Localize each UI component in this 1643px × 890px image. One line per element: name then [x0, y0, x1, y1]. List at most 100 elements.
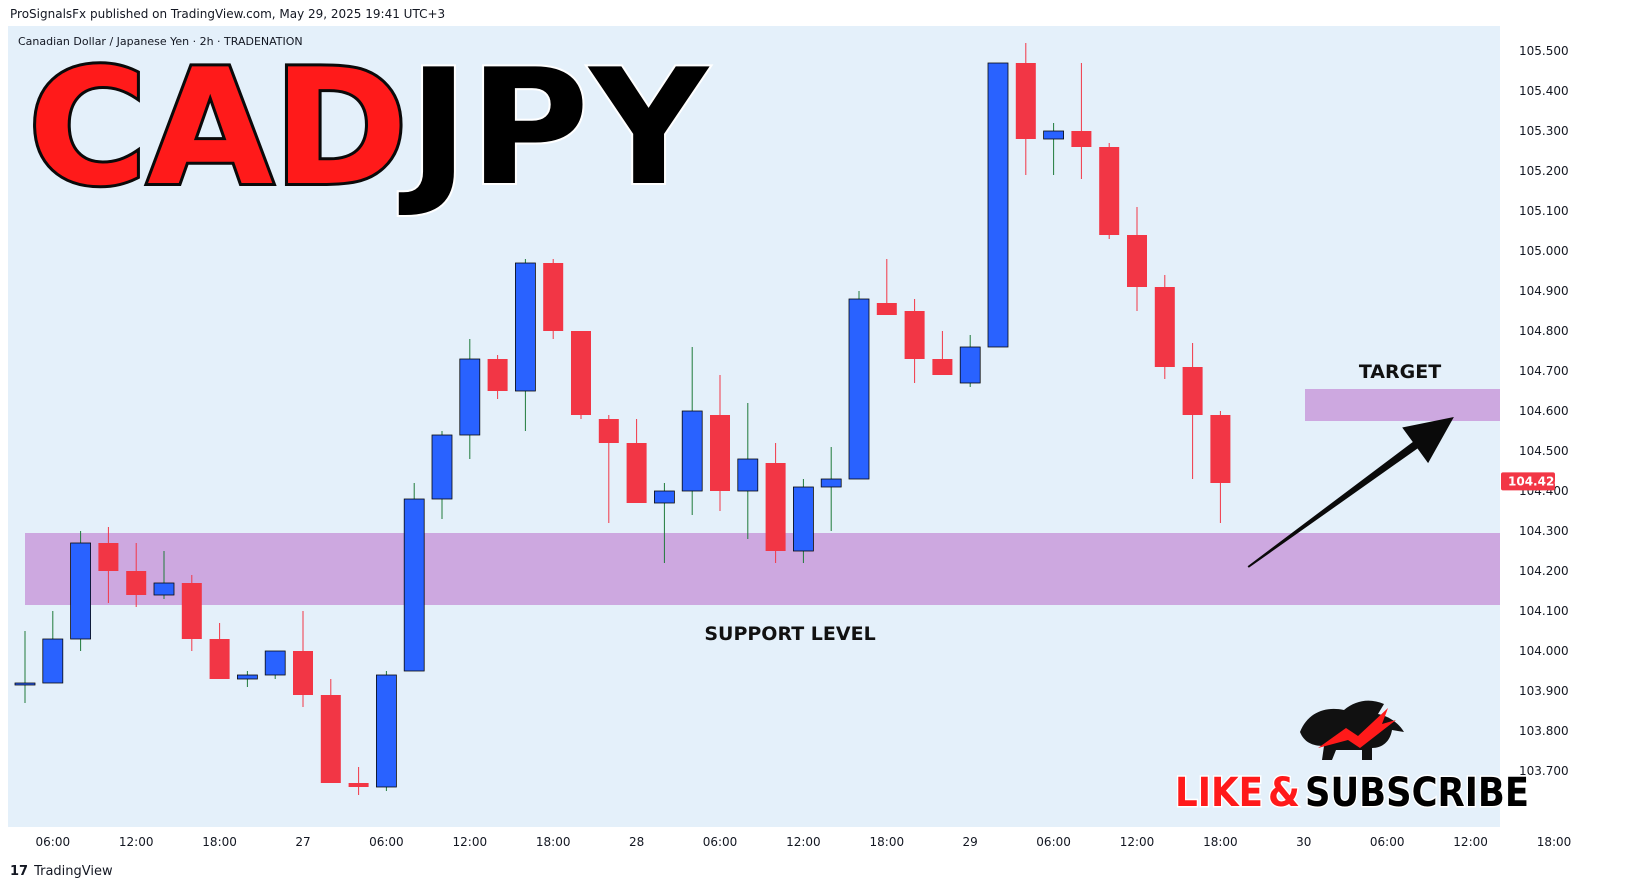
- candle-body: [1043, 130, 1064, 140]
- candle: [515, 259, 536, 431]
- target-zone: [1305, 389, 1500, 421]
- candle: [126, 543, 147, 607]
- price-tick-label: 104.200: [1519, 564, 1569, 578]
- candle: [236, 671, 258, 687]
- time-tick-label: 06:00: [1036, 835, 1071, 849]
- price-tick-label: 105.400: [1519, 84, 1569, 98]
- candle-body: [375, 674, 397, 788]
- candle: [459, 339, 481, 459]
- candle-body: [598, 419, 619, 443]
- candle-body: [987, 62, 1009, 348]
- candle: [320, 679, 341, 783]
- arrow-icon: [1247, 417, 1454, 568]
- candle: [1154, 275, 1175, 379]
- candle-body: [264, 650, 286, 676]
- pair-title-quote: JPY: [399, 34, 710, 221]
- candle-body: [14, 682, 36, 686]
- candle-body: [1071, 131, 1092, 147]
- candle: [375, 671, 397, 791]
- last-price-label: 104.424: [1508, 474, 1563, 488]
- candle-body: [571, 331, 591, 415]
- candle: [42, 611, 64, 684]
- candle-body: [1099, 147, 1120, 235]
- candle: [1182, 343, 1203, 479]
- candle-body: [209, 639, 230, 679]
- candle: [431, 431, 453, 519]
- candle: [654, 483, 675, 563]
- zones-layer: [25, 389, 1500, 605]
- candle-body: [1182, 367, 1203, 415]
- candle-body: [236, 674, 258, 680]
- like-word: LIKE: [1175, 770, 1263, 816]
- candle: [959, 335, 981, 387]
- candle: [932, 331, 953, 375]
- candle-body: [654, 490, 675, 504]
- price-tick-label: 105.100: [1519, 204, 1569, 218]
- candle: [820, 447, 842, 531]
- candle: [626, 419, 647, 503]
- candle-body: [42, 638, 64, 684]
- candle: [571, 331, 591, 419]
- time-tick-label: 12:00: [1453, 835, 1488, 849]
- candle: [348, 767, 369, 795]
- like-subscribe-badge[interactable]: LIKE & SUBSCRIBE: [1174, 700, 1531, 818]
- candle: [209, 623, 230, 679]
- plot-background: [8, 26, 1500, 827]
- time-axis: 06:00 12:00 18:00 27 06:00 12:00 18:00 28 06:00 1…: [36, 835, 1572, 849]
- candle-body: [348, 783, 369, 787]
- candle-body: [459, 358, 481, 436]
- candle-body: [737, 458, 759, 492]
- candle: [1099, 143, 1120, 239]
- candle-body: [765, 463, 786, 551]
- candle-body: [403, 498, 425, 672]
- candle-body: [1127, 235, 1147, 287]
- candle: [598, 415, 619, 523]
- price-tick-label: 104.300: [1519, 524, 1569, 538]
- candle-body: [626, 443, 647, 503]
- candle: [1071, 63, 1092, 179]
- support-level-label: SUPPORT LEVEL: [704, 623, 875, 645]
- candle: [1043, 123, 1064, 175]
- candle: [14, 631, 36, 703]
- price-tick-label: 105.500: [1519, 44, 1569, 58]
- price-tick-label: 103.800: [1519, 724, 1569, 738]
- candle-body: [848, 298, 870, 480]
- candle-body: [98, 543, 119, 571]
- candle: [765, 443, 786, 563]
- candle: [848, 291, 870, 480]
- candle-body: [959, 346, 981, 384]
- candle-body: [710, 415, 730, 491]
- bull-logo-icon: [1300, 700, 1404, 760]
- time-tick-label: 06:00: [369, 835, 404, 849]
- price-tick-label: 104.500: [1519, 444, 1569, 458]
- price-tick-label: 105.000: [1519, 244, 1569, 258]
- price-tick-label: 105.200: [1519, 164, 1569, 178]
- candle-body: [153, 582, 175, 596]
- candle: [293, 611, 313, 707]
- target-arrow-layer: [1247, 417, 1454, 568]
- candle-body: [1015, 63, 1036, 139]
- time-tick-label: 12:00: [453, 835, 488, 849]
- time-tick-label: 18:00: [1203, 835, 1238, 849]
- candle-body: [320, 695, 341, 783]
- candle: [264, 650, 286, 679]
- candle: [487, 355, 508, 399]
- candle-body: [293, 651, 313, 695]
- candle-body: [904, 311, 925, 359]
- candle: [98, 527, 119, 603]
- candle-body: [487, 359, 508, 391]
- tradingview-logo-icon: 17: [10, 864, 29, 879]
- time-tick-label: 12:00: [786, 835, 821, 849]
- tradingview-footer[interactable]: 17 TradingView: [10, 864, 113, 879]
- candle: [70, 531, 91, 651]
- candle: [543, 259, 564, 339]
- time-tick-label: 06:00: [36, 835, 71, 849]
- candle: [876, 259, 897, 315]
- time-tick-label: 18:00: [1537, 835, 1572, 849]
- candle-body: [431, 434, 453, 500]
- support-zone: [25, 533, 1500, 605]
- candle: [904, 299, 925, 383]
- target-label: TARGET: [1359, 361, 1441, 383]
- candle: [1210, 411, 1231, 523]
